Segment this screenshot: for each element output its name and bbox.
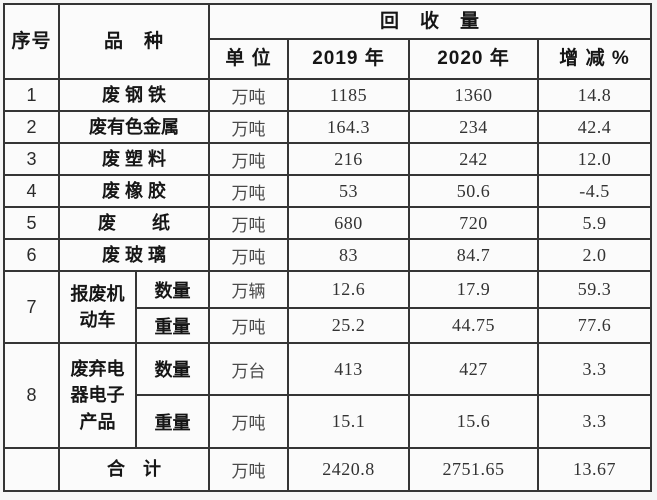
table-row-nonferrous-metal: 2 废有色金属 万吨 164.3 234 42.4 bbox=[3, 110, 653, 144]
cell-unit: 万辆 bbox=[208, 270, 290, 309]
cell-subcategory: 数量 bbox=[134, 270, 211, 309]
cell-category: 废弃电器电子产品 bbox=[58, 342, 137, 449]
cell-2020: 234 bbox=[408, 110, 540, 144]
table-row-weee-weight: 重量 万吨 15.1 15.6 3.3 bbox=[4, 394, 653, 449]
cell-unit: 万台 bbox=[208, 342, 290, 396]
cell-2019: 12.6 bbox=[287, 270, 411, 309]
table-row-scrap-steel: 1 废 钢 铁 万吨 1185 1360 14.8 bbox=[3, 78, 653, 112]
cell-change: -4.5 bbox=[537, 174, 653, 208]
cell-unit: 万吨 bbox=[208, 78, 290, 112]
recycling-volume-table: 序号 品 种 回 收 量 单 位 2019 年 2020 年 增 减 % 1 废… bbox=[3, 3, 653, 492]
cell-2019: 216 bbox=[287, 142, 411, 176]
cell-seq: 5 bbox=[3, 206, 60, 240]
col-header-2020: 2020 年 bbox=[408, 38, 540, 80]
cell-seq: 3 bbox=[3, 142, 60, 176]
cell-category: 废 钢 铁 bbox=[57, 78, 211, 112]
cell-subcategory: 重量 bbox=[134, 394, 211, 449]
cell-2019: 1185 bbox=[287, 78, 411, 112]
table-row-glass: 6 废 玻 璃 万吨 83 84.7 2.0 bbox=[3, 238, 653, 272]
col-header-2019: 2019 年 bbox=[287, 38, 411, 80]
cell-2019: 680 bbox=[287, 206, 411, 240]
header-row-1: 序号 品 种 回 收 量 bbox=[3, 3, 653, 80]
col-header-unit: 单 位 bbox=[208, 38, 290, 80]
cell-unit: 万吨 bbox=[208, 174, 290, 208]
cell-seq: 1 bbox=[3, 78, 60, 112]
cell-seq: 2 bbox=[3, 110, 60, 144]
cell-2019: 53 bbox=[287, 174, 411, 208]
cell-change: 3.3 bbox=[537, 394, 653, 449]
cell-2020: 720 bbox=[408, 206, 540, 240]
cell-2019: 15.1 bbox=[287, 394, 411, 449]
col-header-change-pct: 增 减 % bbox=[537, 38, 653, 80]
table-row-scrapped-vehicles-count: 7 报废机动车 数量 万辆 12.6 17.9 59.3 bbox=[3, 270, 653, 344]
col-header-seq: 序号 bbox=[3, 3, 60, 80]
cell-change: 42.4 bbox=[537, 110, 653, 144]
table-row-rubber: 4 废 橡 胶 万吨 53 50.6 -4.5 bbox=[3, 174, 653, 208]
cell-change: 12.0 bbox=[537, 142, 653, 176]
table-row-plastic: 3 废 塑 料 万吨 216 242 12.0 bbox=[3, 142, 653, 176]
cell-2020: 17.9 bbox=[408, 270, 540, 309]
table-row-total: 合 计 万吨 2420.8 2751.65 13.67 bbox=[3, 447, 653, 492]
cell-category: 废 橡 胶 bbox=[57, 174, 211, 208]
cell-unit: 万吨 bbox=[208, 447, 290, 492]
cell-2020: 50.6 bbox=[408, 174, 540, 208]
cell-unit: 万吨 bbox=[208, 238, 290, 272]
cell-subcategory: 数量 bbox=[134, 342, 211, 396]
cell-2020: 44.75 bbox=[408, 307, 540, 344]
cell-unit: 万吨 bbox=[208, 110, 290, 144]
col-header-recycling-volume: 回 收 量 bbox=[208, 3, 653, 40]
cell-seq: 7 bbox=[3, 270, 60, 344]
table-row-paper: 5 废 纸 万吨 680 720 5.9 bbox=[3, 206, 653, 240]
table-row-weee-count: 8 废弃电器电子产品 数量 万台 413 427 3.3 bbox=[3, 342, 653, 449]
cell-change: 5.9 bbox=[537, 206, 653, 240]
cell-change: 3.3 bbox=[537, 342, 653, 396]
cell-unit: 万吨 bbox=[208, 307, 290, 344]
cell-seq: 8 bbox=[3, 342, 60, 449]
header-row-2: 单 位 2019 年 2020 年 增 减 % bbox=[4, 38, 653, 80]
cell-category: 报废机动车 bbox=[58, 270, 137, 344]
cell-subcategory: 重量 bbox=[134, 307, 211, 344]
cell-unit: 万吨 bbox=[208, 394, 290, 449]
cell-seq: 4 bbox=[3, 174, 60, 208]
cell-2019: 83 bbox=[287, 238, 411, 272]
cell-2019: 413 bbox=[287, 342, 411, 396]
cell-unit: 万吨 bbox=[208, 142, 290, 176]
cell-change: 14.8 bbox=[537, 78, 653, 112]
cell-2019: 2420.8 bbox=[287, 447, 411, 492]
col-header-category: 品 种 bbox=[57, 3, 211, 80]
table-row-scrapped-vehicles-weight: 重量 万吨 25.2 44.75 77.6 bbox=[4, 307, 653, 344]
cell-2019: 25.2 bbox=[287, 307, 411, 344]
cell-2020: 84.7 bbox=[408, 238, 540, 272]
cell-unit: 万吨 bbox=[208, 206, 290, 240]
cell-category: 废 塑 料 bbox=[57, 142, 211, 176]
cell-2020: 2751.65 bbox=[408, 447, 540, 492]
cell-category: 废 纸 bbox=[57, 206, 211, 240]
cell-2020: 427 bbox=[408, 342, 540, 396]
cell-change: 59.3 bbox=[537, 270, 653, 309]
cell-2020: 15.6 bbox=[408, 394, 540, 449]
cell-2019: 164.3 bbox=[287, 110, 411, 144]
cell-seq-empty bbox=[3, 447, 60, 492]
cell-category: 废 玻 璃 bbox=[57, 238, 211, 272]
cell-change: 2.0 bbox=[537, 238, 653, 272]
cell-2020: 1360 bbox=[408, 78, 540, 112]
cell-2020: 242 bbox=[408, 142, 540, 176]
cell-change: 77.6 bbox=[537, 307, 653, 344]
cell-seq: 6 bbox=[3, 238, 60, 272]
cell-category: 废有色金属 bbox=[57, 110, 211, 144]
cell-total-label: 合 计 bbox=[57, 447, 211, 492]
cell-change: 13.67 bbox=[537, 447, 653, 492]
